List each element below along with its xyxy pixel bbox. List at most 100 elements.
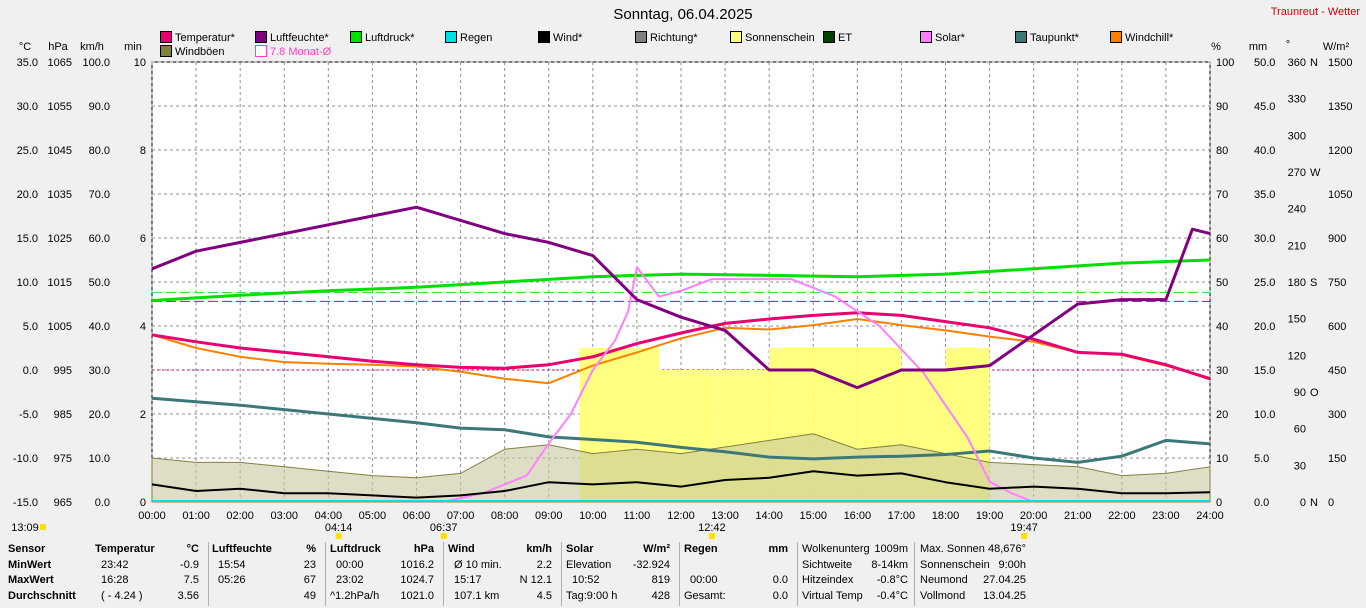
temperature-column: Temperatur °C 23:42 -0.9 16:28 7.5 ( - 4.24…: [95, 542, 203, 604]
solar-elevation-value: -32.924: [632, 558, 670, 571]
press-max-value: 1024.7: [400, 574, 434, 586]
solar-header: Solar: [566, 543, 594, 555]
wind-header: Wind: [448, 543, 475, 555]
solar-noon-label-marker: [708, 533, 715, 539]
legend-item: Luftfeuchte*: [255, 31, 329, 44]
tick-label-degree: 270: [1288, 167, 1306, 179]
rain-max-value: 0.0: [772, 574, 788, 586]
tick-label-time: 19:00: [976, 510, 1004, 522]
axis-unit-hpa: hPa: [48, 41, 68, 53]
press-avg-value: 1021.0: [400, 589, 434, 602]
temp-min-time: 23:42: [101, 558, 129, 571]
tick-label-time: 17:00: [888, 510, 916, 522]
visibility-label: Sichtweite: [802, 558, 853, 571]
legend-item: 7.8 Monat-Ø: [255, 45, 331, 58]
tick-label-degree: 360: [1288, 57, 1306, 69]
chart-legend: Temperatur* Luftfeuchte* Luftdruck* Regen Wi…: [160, 31, 1210, 61]
tick-label-celsius: 5.0: [23, 321, 38, 333]
wind-unit: km/h: [526, 543, 552, 555]
tick-label-direction: S: [1310, 277, 1317, 289]
legend-label: 7.8 Monat-Ø: [270, 46, 332, 58]
tick-label-degree: 240: [1288, 204, 1306, 216]
tick-label-celsius: 10.0: [17, 277, 38, 289]
legend-item: Solar*: [920, 31, 965, 44]
row-label-column: Sensor MinWert MaxWert Durchschnitt: [8, 542, 76, 604]
tick-label-hpa: 1065: [48, 57, 72, 69]
tick-label-celsius: 20.0: [17, 189, 38, 201]
sensor-header: Sensor: [8, 543, 46, 555]
rain-column: Regen mm 00:00 0.0 Gesamt: 0.0: [684, 542, 792, 604]
fullmoon-value: 13.04.25: [983, 589, 1026, 602]
legend-item: Temperatur*: [160, 31, 235, 44]
solar-max-value: 819: [651, 574, 670, 586]
tick-label-hpa: 985: [54, 409, 72, 421]
tick-label-time: 01:00: [182, 510, 210, 522]
divider: [797, 542, 798, 606]
tick-label-celsius: -5.0: [19, 409, 38, 421]
tick-label-percent: 70: [1216, 189, 1228, 201]
tick-label-hpa: 965: [54, 497, 72, 509]
row-label-min: MinWert: [8, 558, 52, 571]
wind-max-time: 15:17: [454, 574, 482, 586]
tick-label-mm: 20.0: [1254, 321, 1275, 333]
tick-label-percent: 40: [1216, 321, 1228, 333]
tick-label-wm2: 1200: [1328, 145, 1352, 157]
legend-swatch: [255, 45, 267, 57]
hum-avg-value: 49: [303, 589, 316, 602]
axis-unit-min: min: [124, 41, 142, 53]
tick-label-percent: 90: [1216, 101, 1228, 113]
legend-item: Richtung*: [635, 31, 698, 44]
solar-noon-label: 12:42: [698, 522, 726, 534]
tick-label-min: 8: [140, 145, 146, 157]
wind-max-value: N 12.1: [519, 574, 552, 586]
chart-title: Sonntag, 06.04.2025: [613, 6, 753, 23]
newmoon-value: 27.04.25: [983, 574, 1026, 586]
tick-label-degree: 120: [1288, 350, 1306, 362]
tick-label-degree: 150: [1288, 314, 1306, 326]
hum-min-value: 23: [303, 558, 316, 571]
legend-swatch: [823, 31, 835, 43]
cloudbase-label: Wolkenunterg: [802, 543, 870, 555]
legend-item: Wind*: [538, 31, 582, 44]
tick-label-direction: O: [1310, 387, 1319, 399]
wind-distance: 107.1 km: [454, 589, 500, 602]
tick-label-min: 4: [140, 321, 146, 333]
rain-max-time: 00:00: [690, 574, 718, 586]
legend-item: ET: [823, 31, 852, 44]
tick-label-mm: 5.0: [1254, 453, 1269, 465]
press-min-value: 1016.2: [400, 558, 434, 571]
virtualtemp-value: -0.4°C: [876, 589, 908, 602]
series-line-wind: [151, 470, 1211, 499]
legend-swatch: [255, 31, 267, 43]
tick-label-kmh: 50.0: [89, 277, 110, 289]
hum-max-time: 05:26: [218, 574, 246, 586]
temperature-unit: °C: [186, 543, 199, 555]
tick-label-hpa: 1045: [48, 145, 72, 157]
divider: [561, 542, 562, 606]
wind-avg10-label: Ø 10 min.: [454, 558, 502, 571]
tick-label-wm2: 750: [1328, 277, 1346, 289]
legend-label: Taupunkt*: [1030, 32, 1079, 44]
site-brand-link[interactable]: Traunreut - Wetter: [1270, 6, 1360, 18]
legend-swatch: [1110, 31, 1122, 43]
tick-label-wm2: 450: [1328, 365, 1346, 377]
sunrise-label-marker: [440, 533, 447, 539]
legend-label: Luftdruck*: [365, 32, 415, 44]
tick-label-celsius: 15.0: [17, 233, 38, 245]
row-label-avg: Durchschnitt: [8, 589, 76, 602]
solar-elevation-label: Elevation: [566, 558, 612, 571]
tick-label-time: 23:00: [1152, 510, 1180, 522]
tick-label-percent: 60: [1216, 233, 1228, 245]
solar-avg-value: 428: [651, 589, 670, 602]
temp-max-value: 7.5: [183, 574, 199, 586]
axis-unit-wm2: W/m²: [1323, 41, 1350, 53]
tick-label-kmh: 100.0: [82, 57, 110, 69]
tick-label-time: 21:00: [1064, 510, 1092, 522]
legend-label: Luftfeuchte*: [270, 32, 329, 44]
legend-label: Wind*: [553, 32, 583, 44]
solar-day-label: Tag:9:00 h: [566, 589, 618, 602]
divider: [914, 542, 915, 606]
divider: [208, 542, 209, 606]
tick-label-min: 0: [140, 497, 146, 509]
tick-label-hpa: 1035: [48, 189, 72, 201]
